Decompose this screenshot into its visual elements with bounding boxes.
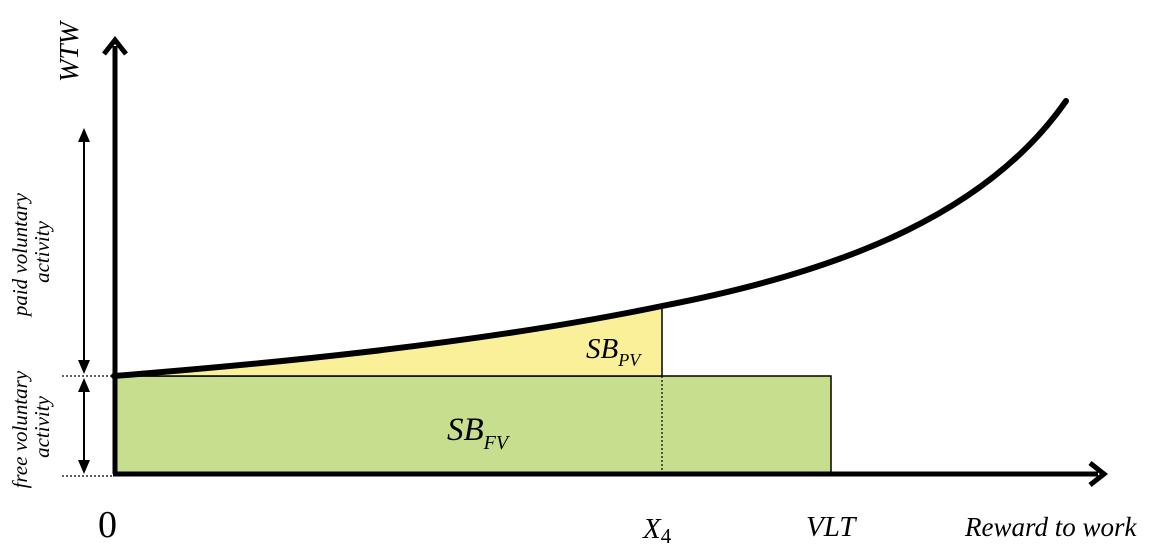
sb-fv-label: SBFV [447,412,511,454]
vlt-label: VLT [806,511,857,543]
wtw-curve [111,98,1069,379]
y-axis-label: WTW [54,19,84,82]
x4-label: X4 [642,513,672,545]
sb-pv-label: SBPV [586,333,642,370]
sb-pv-region [113,305,663,377]
x-axis-arrowhead [1088,461,1109,487]
paid-activity-arrow [78,128,90,374]
origin-label: 0 [98,504,117,545]
x-axis-label: Reward to work [964,512,1138,542]
y-axis-arrowhead [102,35,128,56]
paid-activity-label: paid voluntary activity [8,188,54,318]
free-activity-label: free voluntary activity [8,366,54,489]
free-activity-arrow [78,378,90,474]
sb-fv-region [113,375,832,475]
